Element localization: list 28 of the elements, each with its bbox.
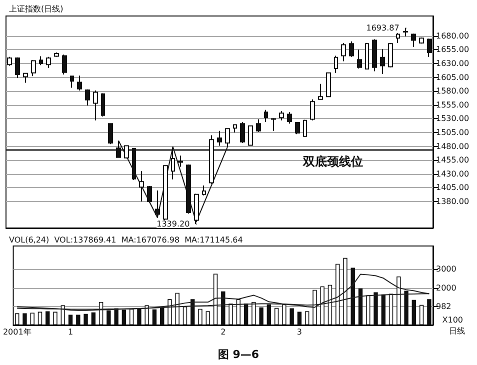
y-tick-label: 1580.00 (436, 86, 470, 96)
y-tick-label: 1530.00 (436, 114, 470, 124)
y-tick-label: 1555.00 (436, 100, 470, 110)
y-tick-label: 3000 (436, 264, 456, 274)
y-tick-label: 982 (436, 302, 452, 312)
y-tick-label: 1480.00 (436, 142, 470, 151)
text: 日线 (449, 326, 465, 336)
y-tick-label: 2000 (436, 283, 456, 292)
y-tick-label: 1430.00 (436, 169, 470, 178)
ref-line-label: 双底颈线位 (302, 154, 363, 169)
x-tick-label: 1 (68, 328, 74, 336)
y-tick-label: 1405.00 (436, 183, 470, 192)
annotation: 1693.87 (366, 24, 400, 33)
y-tick-label: 1380.00 (436, 197, 470, 206)
y-tick-label: 1655.00 (436, 45, 470, 54)
chart-title: VOL(6,24) VOL:137869.41 MA:167076.98 MA:171145.64 (9, 236, 243, 244)
chart-title: 上证指数(日线) (9, 4, 64, 14)
text: X100 (442, 316, 463, 324)
y-tick-label: 1630.00 (436, 58, 470, 68)
y-tick-label: 1455.00 (436, 156, 470, 165)
caption: 图 9—6 (218, 348, 260, 361)
y-tick-label: 1680.00 (436, 31, 470, 40)
x-tick-label: 2001年 (2, 328, 32, 336)
y-tick-label: 1605.00 (436, 72, 470, 82)
annotation: 1339.20 (156, 220, 190, 229)
x-tick-label: 2 (220, 328, 226, 336)
y-tick-label: 1505.00 (436, 128, 470, 137)
x-tick-label: 3 (296, 328, 302, 336)
